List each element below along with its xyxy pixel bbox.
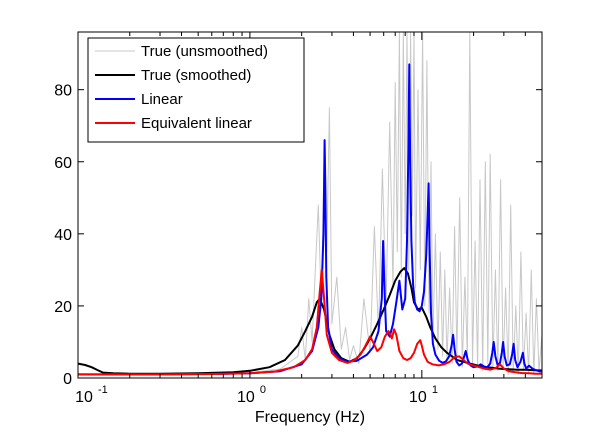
legend-label-1: True (smoothed) [141, 67, 251, 84]
x-tick-base: 10 [75, 389, 93, 406]
y-tick-label: 20 [54, 299, 72, 316]
legend-box [87, 37, 305, 143]
y-tick-label: 0 [63, 371, 72, 388]
y-tick-label: 40 [54, 227, 72, 244]
series-line-0 [78, 32, 542, 375]
x-tick-label: 10 1 [409, 384, 438, 406]
legend-label-0: True (unsmoothed) [141, 43, 268, 60]
series-layer [78, 32, 542, 376]
x-axis-title: Frequency (Hz) [255, 409, 365, 426]
legend: True (unsmoothed) True (smoothed) Linear Eq… [87, 37, 305, 143]
x-tick-label: 10 -1 [75, 384, 108, 406]
x-tick-exponent: 0 [260, 384, 266, 396]
legend-label-3: Equivalent linear [141, 115, 252, 132]
legend-label-2: Linear [141, 91, 183, 108]
x-tick-base: 10 [409, 389, 427, 406]
x-tick-base: 10 [237, 389, 255, 406]
series-line-3 [78, 268, 542, 376]
x-tick-label: 10 0 [237, 384, 266, 406]
x-tick-exponent: -1 [98, 384, 108, 396]
y-tick-label: 60 [54, 155, 72, 172]
axes-box [77, 31, 543, 379]
series-line-2 [78, 63, 542, 376]
x-tick-exponent: 1 [432, 384, 438, 396]
y-tick-label: 80 [54, 83, 72, 100]
